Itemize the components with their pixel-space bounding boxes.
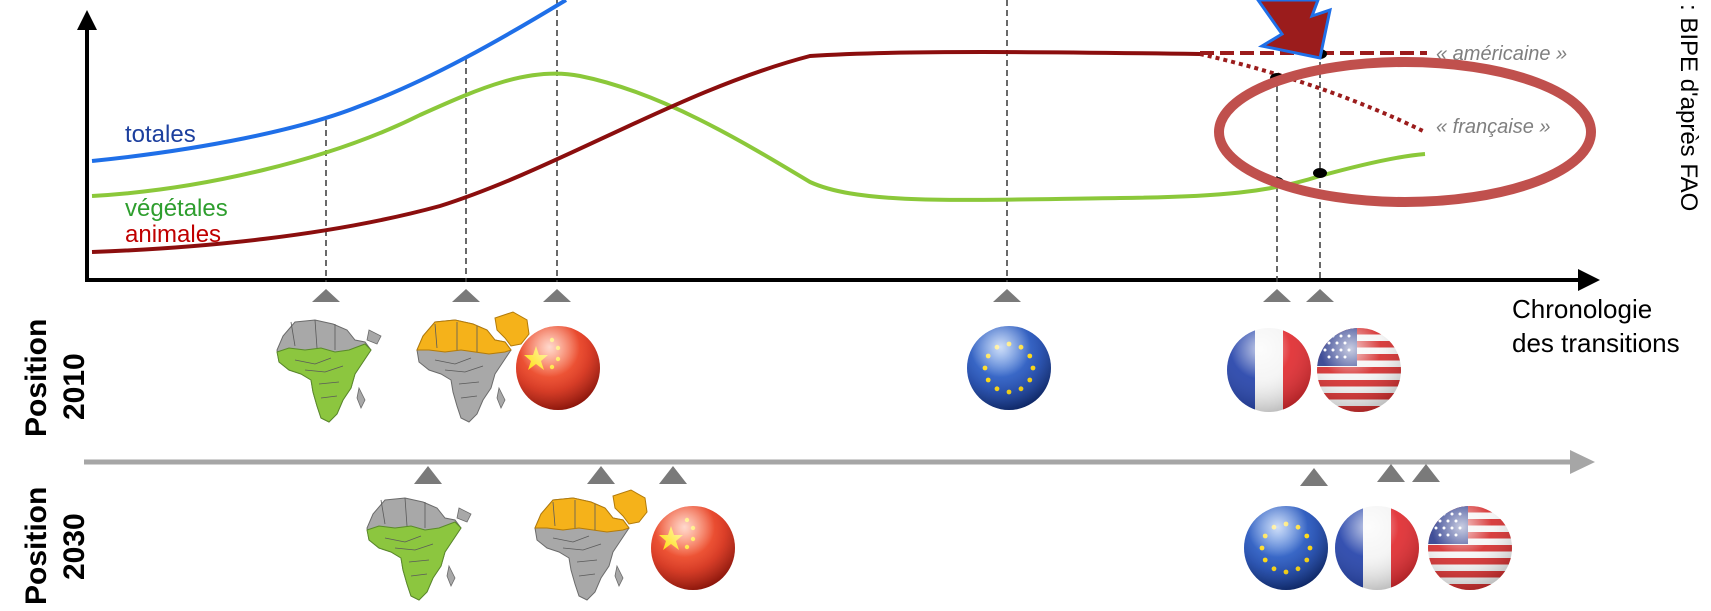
eu-flag-icon xyxy=(967,326,1051,410)
scenario-francaise-label: « française » xyxy=(1436,116,1551,138)
scenario-americaine-label: « américaine » xyxy=(1436,43,1567,65)
position-2010-label: Position 2010 xyxy=(20,319,91,437)
scenario-francaise-line xyxy=(1199,52,1426,134)
china-flag-icon xyxy=(651,506,735,590)
timeline-2030-arrowhead xyxy=(1570,450,1595,474)
series-label-totales: totales xyxy=(125,121,196,148)
series-label-vegetales: végétales xyxy=(125,195,228,222)
china-flag-icon xyxy=(516,326,600,410)
series-line-vegetales xyxy=(91,71,1426,202)
africa-north-middle-east-map-icon xyxy=(416,311,530,423)
svg-text:2010: 2010 xyxy=(58,353,91,420)
usa-flag-icon xyxy=(1317,328,1401,413)
usa-flag-icon xyxy=(1428,506,1512,591)
svg-text:Position: Position xyxy=(20,319,53,437)
position-2030-markers xyxy=(414,464,1440,486)
x-axis-arrowhead xyxy=(1578,269,1600,291)
svg-text:Position: Position xyxy=(20,487,53,605)
position-2010-markers xyxy=(312,289,1334,302)
eu-flag-icon xyxy=(1244,506,1328,590)
france-flag-icon xyxy=(1227,328,1311,412)
africa-subsaharan-map-icon xyxy=(366,497,472,601)
africa-subsaharan-map-icon xyxy=(276,319,382,423)
x-axis-label: Chronologie des transitions xyxy=(1512,294,1680,358)
svg-text:2030: 2030 xyxy=(58,513,91,580)
france-flag-icon xyxy=(1335,506,1419,590)
pointing-arrow-icon xyxy=(1256,0,1333,60)
highlight-ellipse xyxy=(1214,57,1596,207)
series-line-animales xyxy=(91,50,1201,254)
y-axis-arrowhead xyxy=(77,10,97,30)
series-line-totales xyxy=(91,0,568,163)
source-note: : BIPE d'après FAO xyxy=(1675,4,1702,211)
africa-north-middle-east-map-icon xyxy=(534,489,648,601)
series-label-animales: animales xyxy=(125,221,221,248)
position-2030-label: Position 2030 xyxy=(20,487,91,605)
transition-guides xyxy=(325,0,1321,282)
